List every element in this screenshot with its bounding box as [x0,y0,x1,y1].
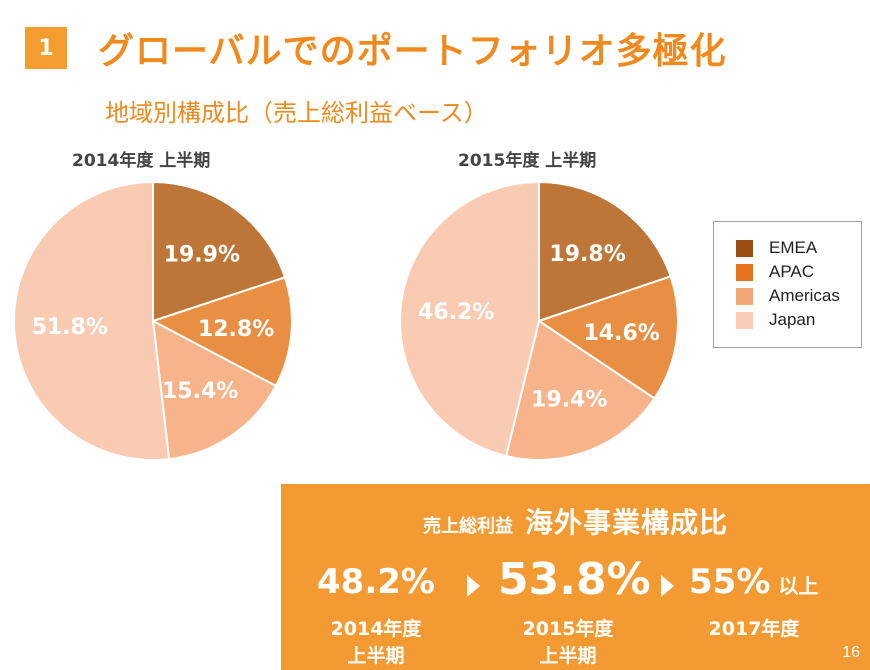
legend-item-emea: EMEA [714,236,861,260]
legend-swatch [736,311,753,329]
page-number: 16 [842,644,860,661]
legend-swatch [736,287,753,305]
pie-chart-2014: 19.9% 12.8% 15.4% 51.8% [13,180,293,461]
ratio-year: 2014年度 [330,618,422,640]
legend-label: Americas [769,286,840,305]
ratio-period-2014: 2014年度 上半期 [311,616,441,670]
ratio-value-2017: 55% 以上 [689,562,818,602]
ratio-title-small: 売上総利益 [422,516,513,537]
chart-title-2014: 2014年度 上半期 [72,151,211,171]
ratio-half: 上半期 [347,645,405,667]
arrow-right-icon [467,575,480,597]
chart-title-2015: 2015年度 上半期 [458,151,597,171]
pie-slice-apac [536,275,679,400]
ratio-title-big: 海外事業構成比 [524,506,728,539]
pie-slice-americas [504,319,656,461]
pie-data-label: 19.4% [531,388,607,413]
legend-swatch [736,263,753,281]
ratio-value-2017-suffix: 以上 [778,574,819,598]
pie-data-label: 14.6% [584,321,660,346]
ratio-value-2015: 53.8% [498,554,651,605]
pie-data-label: 15.4% [162,379,238,404]
pie-slice-emea [538,180,672,323]
legend-item-japan: Japan [714,308,861,332]
legend-item-americas: Americas [714,284,861,308]
ratio-year: 2017年度 [708,618,800,640]
pie-slice-apac [150,276,293,388]
pie-chart-2015: 19.8% 14.6% 19.4% 46.2% [399,180,679,461]
pie-data-label: 46.2% [418,300,494,325]
pie-slice-japan [399,180,540,458]
overseas-ratio-title: 売上総利益 海外事業構成比 [281,501,870,541]
section-number-badge: 1 [25,27,67,69]
overseas-ratio-panel: 売上総利益 海外事業構成比 48.2% 53.8% 55% 以上 2014年度 上半… [281,484,870,670]
slide-title: グローバルでのポートフォリオ多極化 [98,31,727,72]
pie-data-label: 51.8% [32,315,108,340]
pie-data-label: 12.8% [198,317,274,342]
ratio-half: 上半期 [539,645,597,667]
pie-slice-emea [152,180,287,323]
legend-label: EMEA [769,238,818,257]
ratio-value-2017-number: 55% [689,562,771,602]
legend-item-apac: APAC [714,260,861,284]
ratio-period-2015: 2015年度 上半期 [503,616,633,670]
ratio-value-2014: 48.2% [317,562,435,602]
slide-subtitle: 地域別構成比（売上総利益ベース） [105,99,488,127]
pie-data-label: 19.8% [549,242,625,267]
arrow-right-icon [661,575,674,597]
ratio-year: 2015年度 [522,618,614,640]
legend-label: APAC [769,262,815,281]
ratio-period-2017: 2017年度 [689,616,819,643]
pie-slice-japan [13,180,171,461]
legend-swatch [736,239,753,257]
pie-data-label: 19.9% [164,242,240,267]
pie-slice-americas [151,319,278,461]
chart-legend: EMEA APAC Americas Japan [713,221,862,348]
legend-label: Japan [769,310,816,329]
